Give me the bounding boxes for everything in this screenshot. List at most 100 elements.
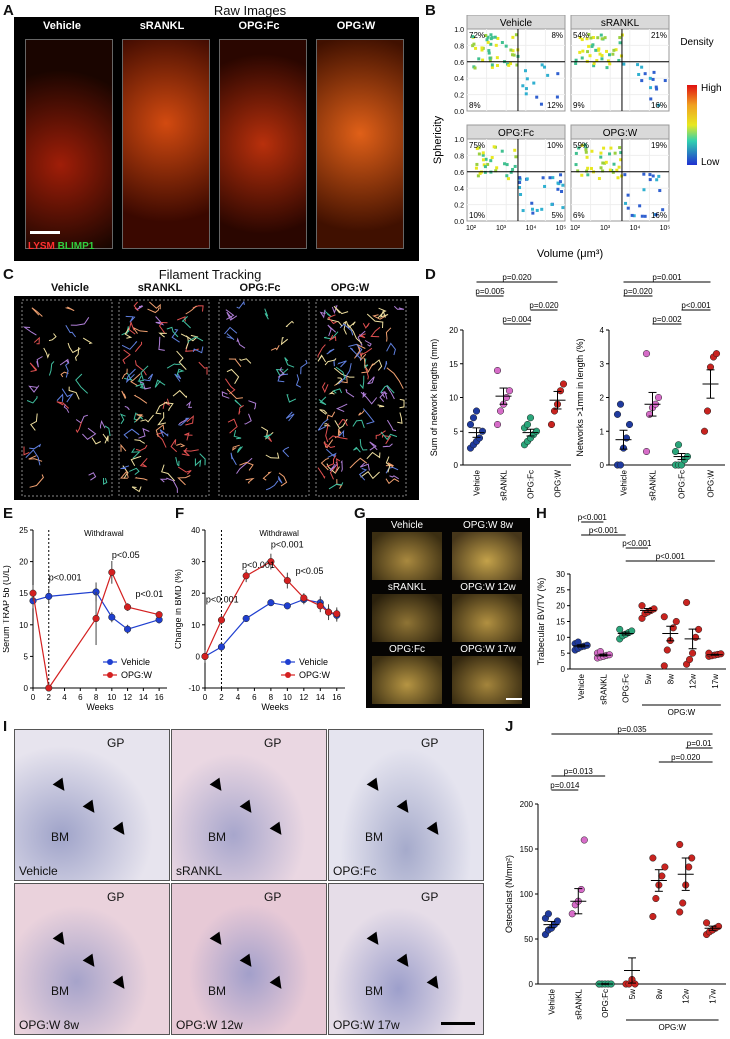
filament-branch (65, 306, 75, 312)
density-point (616, 176, 620, 180)
x-tick-label: 16 (332, 693, 341, 702)
density-point (585, 37, 589, 41)
filament-branch (177, 474, 191, 486)
filament-branch (353, 446, 361, 453)
density-point (601, 169, 605, 173)
filament-branch (347, 324, 363, 344)
density-point (618, 146, 622, 150)
data-point (472, 407, 481, 415)
filament-branch (333, 305, 349, 315)
b-ytick: 0.2 (454, 93, 464, 100)
density-point (475, 147, 479, 151)
density-point (599, 166, 603, 170)
filament-branch (70, 317, 90, 326)
b-ytick: 0.0 (454, 109, 464, 116)
density-point (490, 156, 494, 160)
data-point (622, 434, 631, 442)
significance-label: p<0.05 (296, 566, 324, 576)
growth-plate-label: GP (107, 890, 125, 904)
density-point (488, 56, 492, 60)
filament-branch (155, 401, 168, 415)
density-point (523, 69, 527, 73)
density-point (535, 95, 539, 99)
density-point (489, 42, 493, 46)
filament-branch (335, 366, 346, 381)
bone-marrow-label: BM (208, 830, 226, 844)
filament-branch (178, 418, 188, 425)
density-point (605, 49, 609, 53)
filament-branch (224, 326, 238, 335)
filament-branch (372, 314, 387, 320)
arrowhead-marker (269, 821, 287, 839)
density-point (619, 54, 623, 58)
filament-branch (244, 413, 252, 425)
b-xtick: 10⁵ (556, 225, 567, 232)
y-tick-label: 20 (19, 558, 28, 567)
density-point (663, 79, 667, 83)
x-tick-label: Vehicle (620, 469, 629, 495)
filament-branch (174, 372, 182, 382)
scale-bar-g (506, 698, 522, 700)
filament-branch (155, 316, 165, 326)
y-axis-label: Trabecular BV/TV (%) (536, 578, 546, 666)
significance-label: p=0.035 (617, 725, 647, 734)
density-point (626, 193, 630, 197)
b-ytick: 0.8 (454, 153, 464, 160)
density-point (524, 87, 528, 91)
significance-label: p<0.001 (271, 539, 304, 549)
filament-branch (198, 361, 208, 375)
filament-branch (75, 373, 89, 394)
filament-branch (225, 309, 235, 320)
microct-opgw-8w (452, 532, 522, 580)
x-tick-label: sRANKL (500, 469, 509, 500)
density-point (624, 201, 628, 205)
arrowhead-marker (52, 931, 70, 949)
density-point (584, 146, 588, 150)
density-point (505, 174, 509, 178)
density-point (607, 53, 611, 57)
density-point (604, 160, 608, 164)
arrowhead-marker (82, 799, 100, 817)
significance-label: p<0.001 (206, 595, 239, 605)
data-point (685, 863, 693, 871)
filament-branch (75, 421, 83, 434)
y-tick-label: 0 (196, 652, 201, 661)
significance-label: p=0.013 (564, 767, 594, 776)
bone-marrow-label: BM (208, 984, 226, 998)
x-tick-label: OPG:Fc (622, 674, 631, 703)
legend-lysm: LYSM (28, 241, 55, 252)
y-tick-label: 25 (556, 586, 565, 595)
filament-branch (68, 386, 80, 400)
density-point (622, 62, 626, 66)
filament-branch (349, 347, 362, 361)
filament-branch (327, 324, 337, 337)
y-tick-label: 25 (19, 526, 28, 535)
density-point (535, 208, 539, 212)
density-point (510, 53, 514, 57)
density-point (581, 49, 585, 53)
panel-label-b: B (425, 2, 436, 19)
filament-branch (262, 471, 272, 481)
data-point (496, 407, 505, 415)
filament-branch (239, 358, 252, 364)
x-tick-label: 14 (139, 693, 148, 702)
filament-branch (270, 344, 280, 351)
filament-branch (277, 367, 285, 378)
x-tick-label: 4 (236, 693, 241, 702)
data-point (316, 602, 324, 610)
y-tick-label: 50 (524, 935, 533, 944)
arrowhead-marker (426, 821, 444, 839)
density-point (657, 103, 661, 107)
density-point (472, 42, 476, 46)
filament-branch (154, 379, 166, 388)
x-tick-label: 2 (219, 693, 224, 702)
data-point (661, 863, 669, 871)
density-point (578, 36, 582, 40)
filament-branch (61, 388, 74, 403)
y-tick-label: 5 (561, 649, 566, 658)
density-point (611, 170, 615, 174)
significance-label: p<0.001 (49, 573, 82, 583)
filament-branch (199, 453, 206, 466)
density-point (486, 40, 490, 44)
density-point (648, 178, 652, 182)
